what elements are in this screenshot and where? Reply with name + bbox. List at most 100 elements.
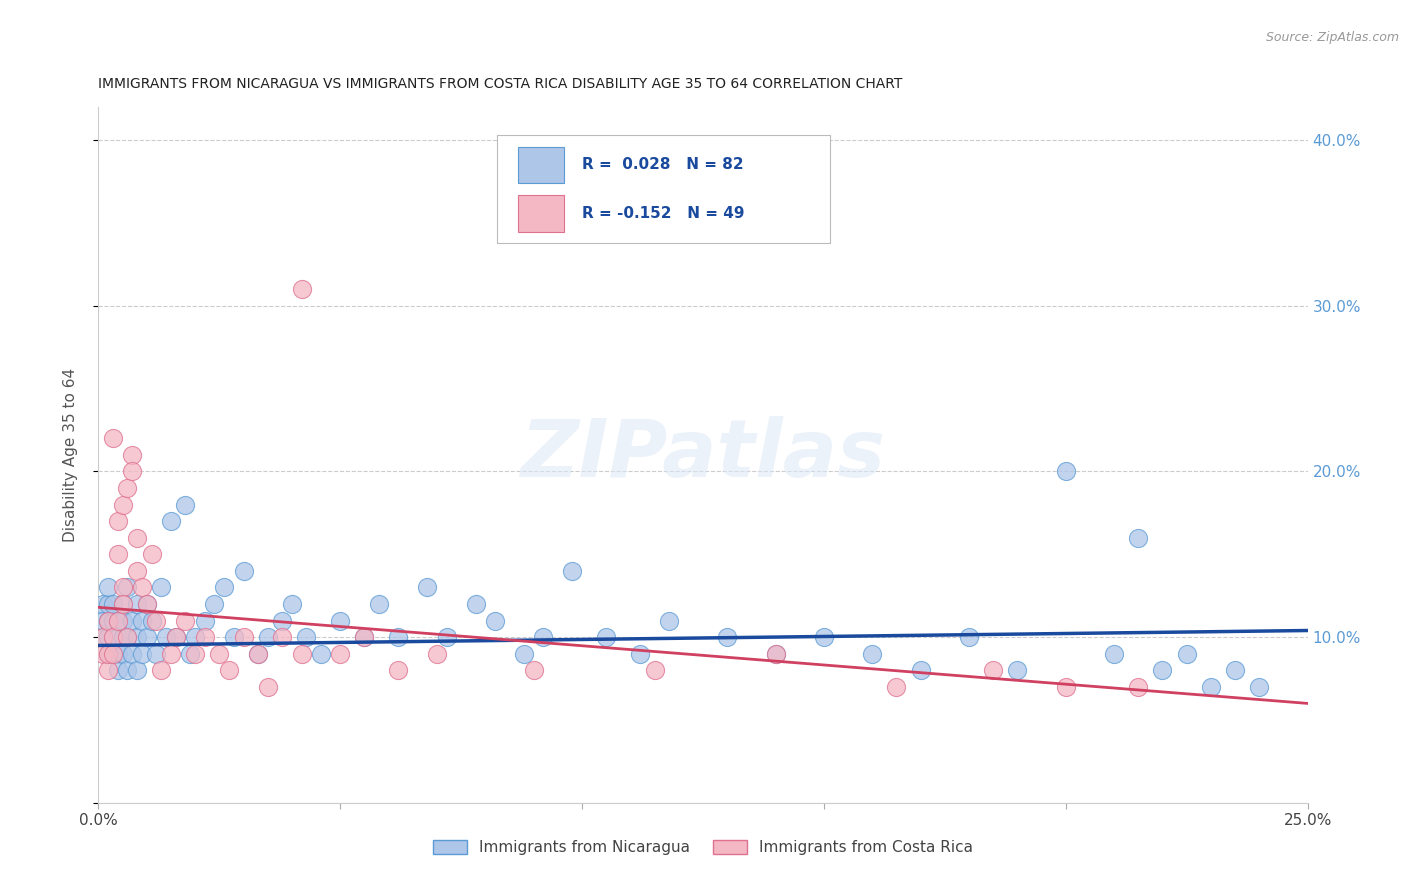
Point <box>121 614 143 628</box>
Point <box>107 547 129 561</box>
Point <box>91 630 114 644</box>
Point <box>101 630 124 644</box>
Point <box>131 581 153 595</box>
Point <box>416 581 439 595</box>
Point <box>91 630 114 644</box>
Point <box>218 663 240 677</box>
Point <box>121 465 143 479</box>
Point <box>658 614 681 628</box>
Point <box>464 597 486 611</box>
Point <box>127 663 149 677</box>
Point <box>765 647 787 661</box>
Point <box>368 597 391 611</box>
Point <box>145 614 167 628</box>
Point <box>111 630 134 644</box>
Point <box>127 630 149 644</box>
Text: Source: ZipAtlas.com: Source: ZipAtlas.com <box>1265 31 1399 45</box>
Point <box>184 630 207 644</box>
Point <box>329 614 352 628</box>
Point <box>107 514 129 528</box>
Point <box>1128 531 1150 545</box>
Point <box>1007 663 1029 677</box>
Point <box>150 581 173 595</box>
Point <box>290 647 312 661</box>
Text: R =  0.028   N = 82: R = 0.028 N = 82 <box>582 157 744 172</box>
Point <box>247 647 270 661</box>
Point <box>1054 680 1077 694</box>
Point <box>208 647 231 661</box>
Point <box>910 663 932 677</box>
Point <box>1054 465 1077 479</box>
FancyBboxPatch shape <box>517 146 564 183</box>
Point <box>281 597 304 611</box>
Point <box>329 647 352 661</box>
Point <box>141 547 163 561</box>
Point <box>1152 663 1174 677</box>
Point <box>644 663 666 677</box>
Point <box>111 597 134 611</box>
Point <box>97 647 120 661</box>
Point <box>484 614 506 628</box>
Point <box>247 647 270 661</box>
Point <box>127 564 149 578</box>
Point <box>155 630 177 644</box>
Point <box>135 630 157 644</box>
Point <box>426 647 449 661</box>
Point <box>271 630 294 644</box>
FancyBboxPatch shape <box>498 135 830 243</box>
Point <box>150 663 173 677</box>
FancyBboxPatch shape <box>517 195 564 232</box>
Point <box>595 630 617 644</box>
Point <box>716 630 738 644</box>
Point <box>353 630 375 644</box>
Point <box>1128 680 1150 694</box>
Point <box>160 514 183 528</box>
Point <box>256 630 278 644</box>
Point <box>107 647 129 661</box>
Point <box>101 431 124 445</box>
Point <box>212 581 235 595</box>
Point <box>765 647 787 661</box>
Point <box>981 663 1004 677</box>
Point <box>222 630 245 644</box>
Point <box>111 614 134 628</box>
Point <box>1249 680 1271 694</box>
Point <box>184 647 207 661</box>
Point <box>174 498 197 512</box>
Point <box>101 630 124 644</box>
Point <box>131 614 153 628</box>
Point <box>561 564 583 578</box>
Point <box>97 647 120 661</box>
Point <box>97 630 120 644</box>
Y-axis label: Disability Age 35 to 64: Disability Age 35 to 64 <box>63 368 77 542</box>
Point <box>886 680 908 694</box>
Point <box>91 614 114 628</box>
Point <box>91 597 114 611</box>
Point <box>97 581 120 595</box>
Point <box>957 630 980 644</box>
Point <box>194 630 217 644</box>
Point <box>101 647 124 661</box>
Point <box>97 597 120 611</box>
Point <box>97 614 120 628</box>
Point <box>387 663 409 677</box>
Point <box>179 647 201 661</box>
Point <box>111 647 134 661</box>
Point <box>436 630 458 644</box>
Point <box>309 647 332 661</box>
Point <box>290 282 312 296</box>
Point <box>165 630 187 644</box>
Point <box>107 630 129 644</box>
Point <box>117 630 139 644</box>
Point <box>101 597 124 611</box>
Point <box>628 647 651 661</box>
Point <box>387 630 409 644</box>
Point <box>107 663 129 677</box>
Point <box>1199 680 1222 694</box>
Point <box>135 597 157 611</box>
Point <box>523 663 546 677</box>
Point <box>295 630 318 644</box>
Point <box>271 614 294 628</box>
Legend: Immigrants from Nicaragua, Immigrants from Costa Rica: Immigrants from Nicaragua, Immigrants fr… <box>427 833 979 862</box>
Point <box>1223 663 1246 677</box>
